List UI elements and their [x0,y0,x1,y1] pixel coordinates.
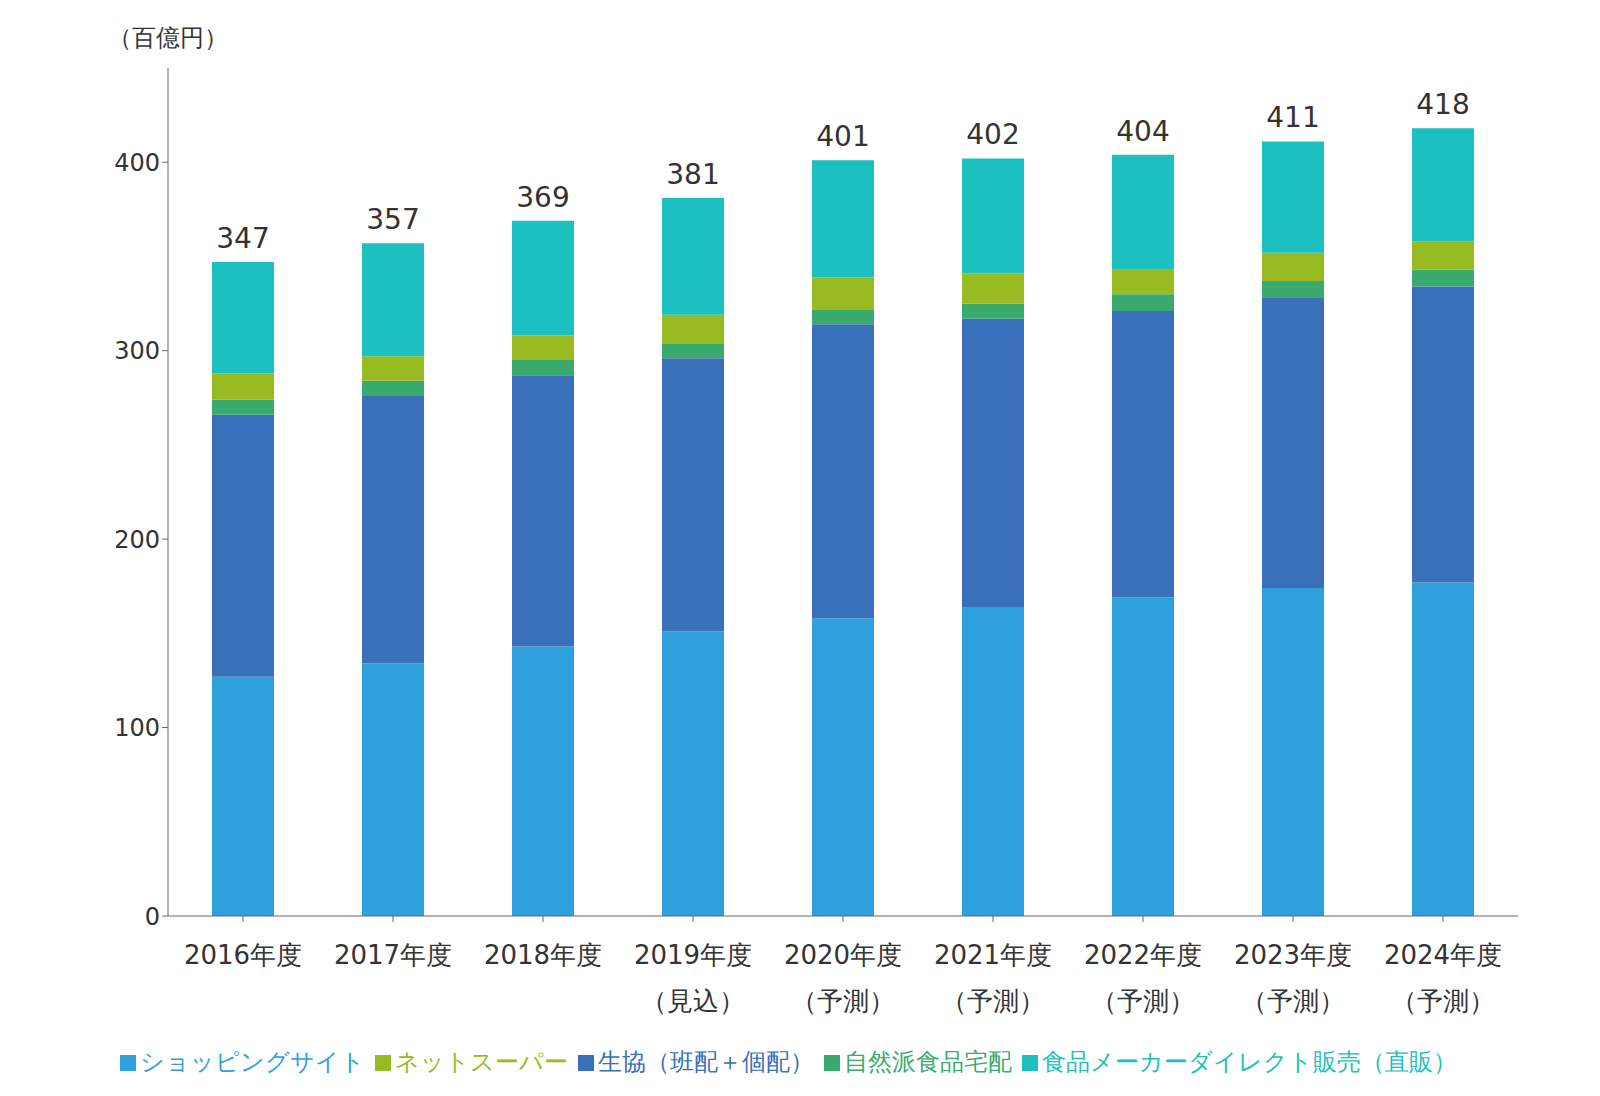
html-text:ネットスーパー: ネットスーパー [394,1048,568,1076]
html-text:生協（班配＋個配）: 生協（班配＋個配） [597,1048,814,1076]
svg-text:411: 411 [1266,101,1319,134]
svg-text:2022年度（予測）: 2022年度（予測） [1084,940,1202,1016]
svg-text:2019年度（見込）: 2019年度（見込） [634,940,752,1016]
svg-text:369: 369 [516,181,569,214]
svg-text:400: 400 [114,149,160,177]
svg-text:2018年度: 2018年度 [484,940,602,970]
svg-text:2016年度: 2016年度 [184,940,302,970]
svg-text:402: 402 [966,118,1019,151]
svg-text:0: 0 [145,903,160,931]
svg-text:381: 381 [666,158,719,191]
svg-text:404: 404 [1116,115,1169,148]
svg-text:357: 357 [366,203,419,236]
html-text:（百億円）: （百億円） [108,24,228,52]
html-text:ショッピングサイト: ショッピングサイト [139,1048,365,1076]
svg-text:300: 300 [114,337,160,365]
svg-text:100: 100 [114,714,160,742]
svg-text:2024年度（予測）: 2024年度（予測） [1384,940,1502,1016]
svg-text:2020年度（予測）: 2020年度（予測） [784,940,902,1016]
html-text:自然派食品宅配: 自然派食品宅配 [843,1048,1012,1076]
svg-text:2023年度（予測）: 2023年度（予測） [1234,940,1352,1016]
svg-text:418: 418 [1416,88,1469,121]
svg-text:347: 347 [216,222,269,255]
html-text:食品メーカーダイレクト販売（直販）: 食品メーカーダイレクト販売（直販） [1041,1048,1457,1076]
svg-text:200: 200 [114,526,160,554]
svg-text:2021年度（予測）: 2021年度（予測） [934,940,1052,1016]
svg-text:2017年度: 2017年度 [334,940,452,970]
svg-text:401: 401 [816,120,869,153]
